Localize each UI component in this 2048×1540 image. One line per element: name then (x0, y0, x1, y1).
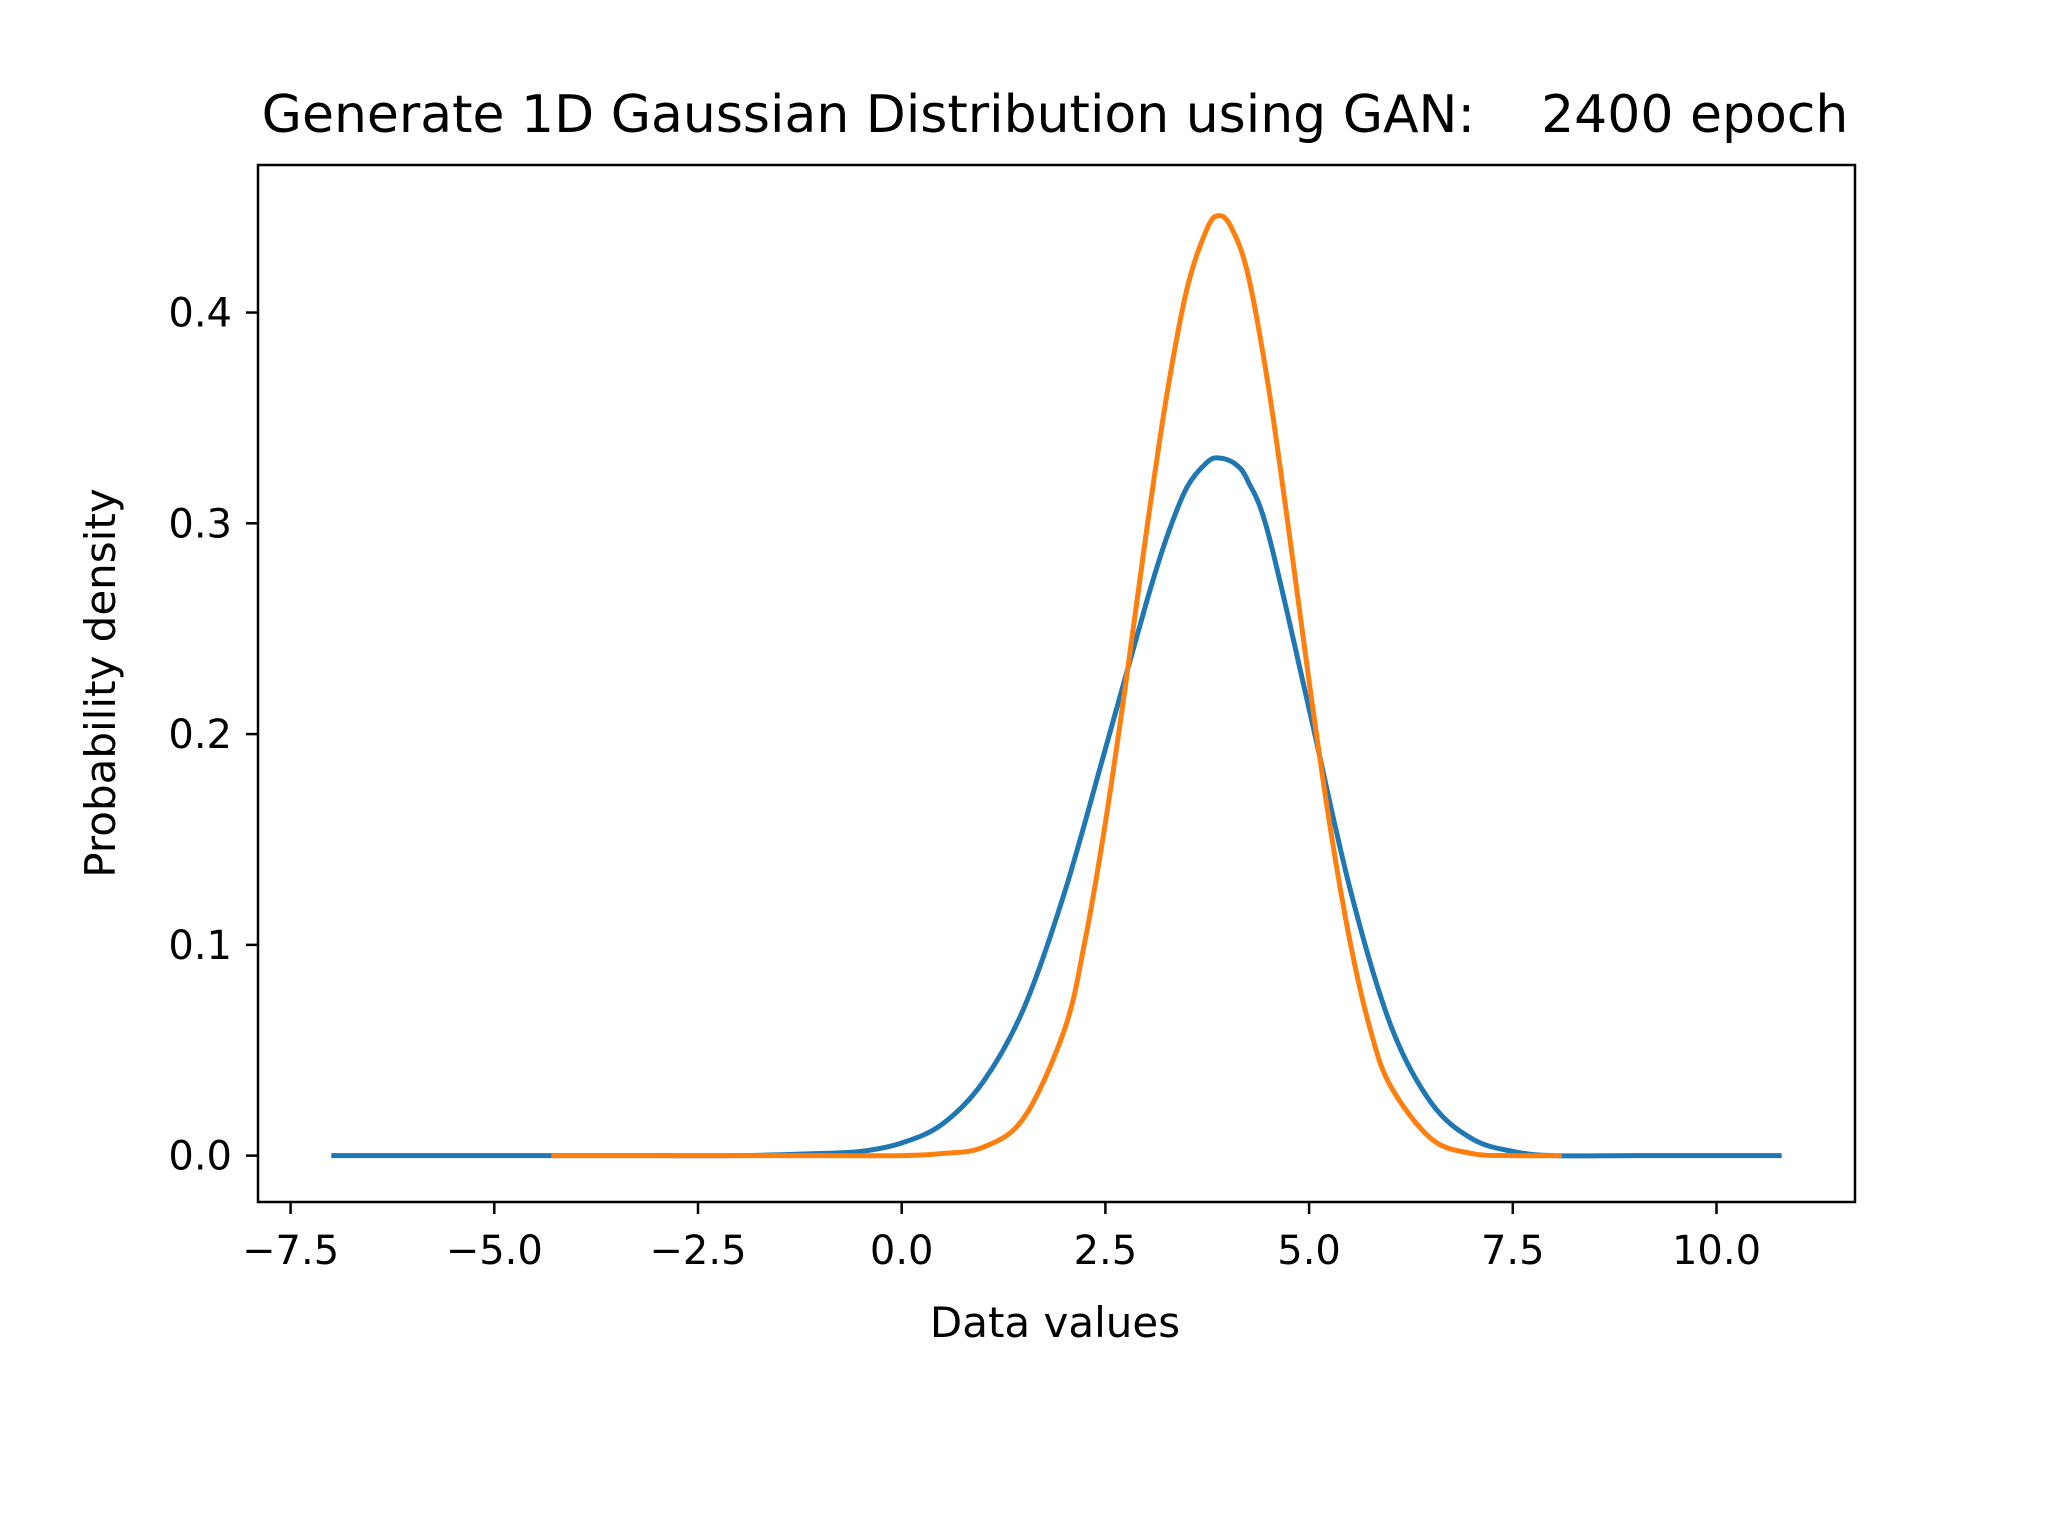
x-tick-label: 2.5 (1074, 1228, 1138, 1274)
y-tick-label: 0.2 (168, 712, 232, 758)
x-tick-label: −2.5 (649, 1228, 746, 1274)
x-tick-label: 0.0 (870, 1228, 934, 1274)
x-tick-label: −5.0 (446, 1228, 543, 1274)
x-tick-label: 5.0 (1277, 1228, 1341, 1274)
y-tick-label: 0.3 (168, 501, 232, 547)
chart-title: Generate 1D Gaussian Distribution using … (262, 85, 1849, 145)
series-layer (331, 213, 1782, 1159)
x-axis-label: Data values (930, 1298, 1180, 1347)
series-line-2 (551, 213, 1562, 1159)
x-tick-label: 7.5 (1481, 1228, 1545, 1274)
y-tick-label: 0.4 (168, 291, 232, 337)
y-tick-label: 0.1 (168, 923, 232, 969)
x-tick-label: 10.0 (1672, 1228, 1761, 1274)
y-axis: 0.0 0.1 0.2 0.3 0.4 (168, 291, 258, 1180)
plot-frame (256, 163, 1857, 1204)
x-axis: −7.5 −5.0 −2.5 0.0 2.5 5.0 7.5 10.0 (242, 1202, 1761, 1274)
y-axis-label: Probability density (76, 488, 125, 877)
plot-area (256, 163, 1857, 1204)
y-tick-label: 0.0 (168, 1134, 232, 1180)
x-tick-label: −7.5 (242, 1228, 339, 1274)
